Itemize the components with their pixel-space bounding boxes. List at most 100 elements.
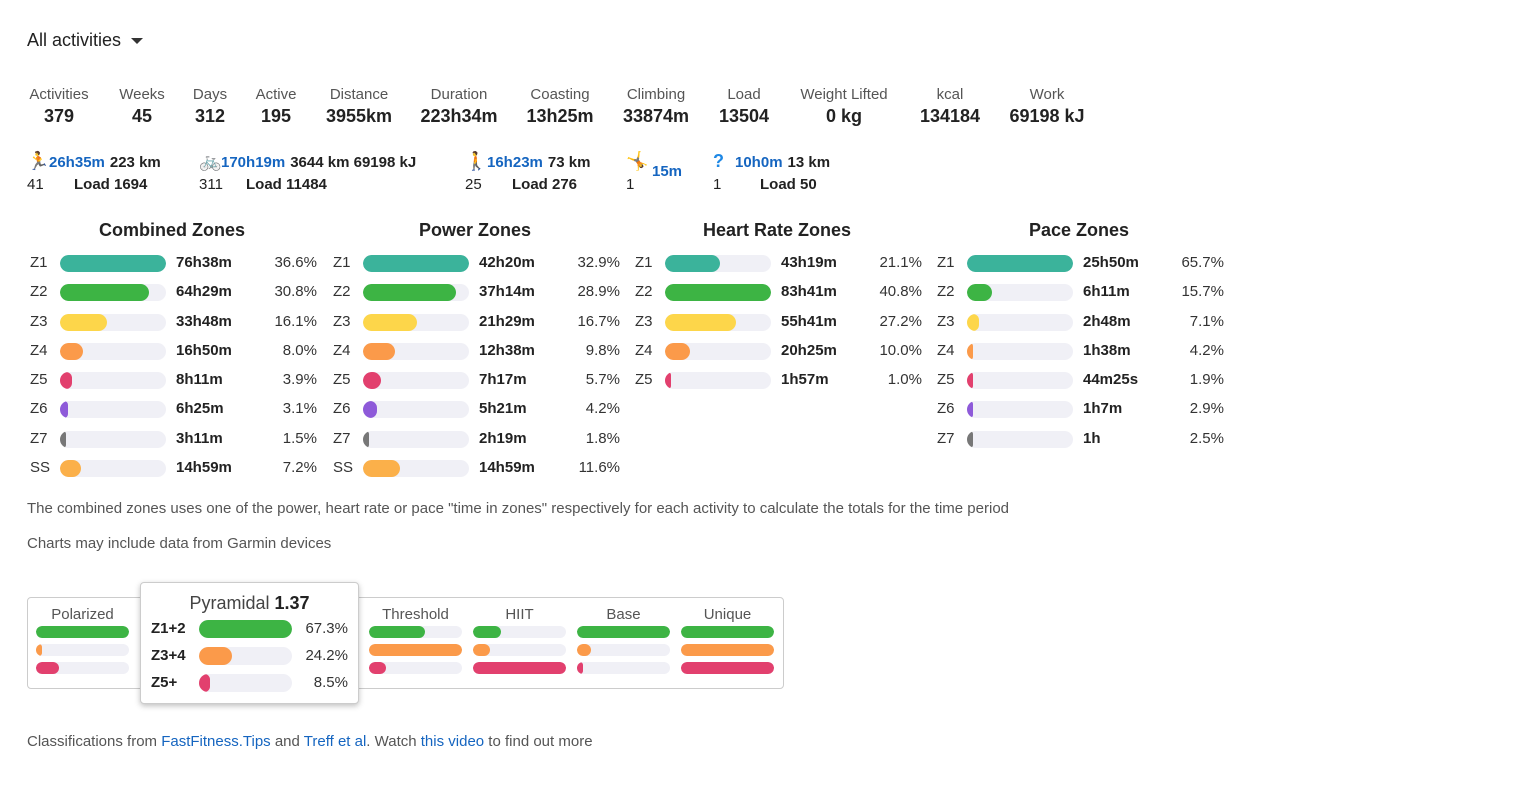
zone-bar (60, 313, 166, 331)
classification-bar-fill (681, 662, 774, 674)
classification-bar (681, 662, 774, 674)
walk-icon: 🚶 (465, 151, 488, 171)
zone-bar-fill (60, 284, 150, 302)
zone-row: Z7 2h19m 1.8% (330, 430, 620, 459)
stat-climbing: Climbing 33874m (623, 86, 689, 127)
treff-link[interactable]: Treff et al (303, 733, 367, 750)
zone-time: 5h21m (479, 400, 527, 418)
stat-label: Activities (29, 86, 89, 103)
zone-row: Z2 83h41m 40.8% (632, 283, 922, 312)
zone-time: 20h25m (781, 341, 837, 359)
sport-summary[interactable]: 🚶16h23m 73 km 25 Load 276 (465, 151, 590, 193)
video-link[interactable]: this video (420, 733, 485, 750)
zone-bar (60, 255, 166, 272)
chevron-down-icon (131, 38, 144, 45)
classification-unique[interactable]: Unique (681, 606, 774, 680)
zone-time: 16h50m (176, 341, 232, 359)
classification-threshold[interactable]: Threshold (369, 606, 462, 680)
zone-time: 14h59m (479, 459, 535, 477)
zone-label: Z7 (30, 429, 48, 447)
classification-bar (369, 662, 462, 674)
zone-panel-heart-rate-zones: Heart Rate Zones Z1 43h19m 21.1% Z2 83h41m 40.… (632, 219, 922, 400)
bike-icon: 🚲 (199, 151, 222, 171)
stat-label: Load (727, 86, 761, 103)
sport-summary[interactable]: 🏃26h35m 223 km 41 Load 1694 (27, 151, 161, 193)
zone-time: 33h48m (176, 312, 232, 330)
zone-time: 42h20m (479, 254, 535, 271)
zone-label: Z1 (30, 254, 48, 271)
zone-bar (60, 401, 166, 419)
zone-bar-fill (363, 372, 382, 390)
zone-row: Z3 55h41m 27.2% (632, 313, 922, 342)
zone-bar (60, 372, 166, 390)
stat-activities: Activities 379 (29, 86, 88, 127)
zone-percent: 65.7% (1181, 254, 1224, 271)
stat-load: Load 13504 (719, 86, 769, 127)
zone-row: Z1 76h38m 36.6% (27, 254, 317, 283)
zone-time: 1h7m (1083, 400, 1123, 418)
zone-bar-fill (967, 255, 1073, 272)
zone-label: Z6 (937, 400, 955, 418)
sport-summary[interactable]: ? 10h0m 13 km 1 Load 50 (713, 151, 830, 193)
zone-row: Z2 37h14m 28.9% (330, 283, 620, 312)
classification-polarized[interactable]: Polarized (36, 606, 129, 680)
zone-label: Z4 (937, 341, 955, 359)
zone-bar-fill (60, 401, 69, 419)
classification-bar (577, 626, 670, 638)
zone-row: Z5 1h57m 1.0% (632, 371, 922, 400)
zone-row: Z1 42h20m 32.9% (330, 254, 620, 283)
zone-label: Z4 (635, 341, 653, 359)
zone-time: 55h41m (781, 312, 837, 330)
sport-summary[interactable]: 🤸 15m 1 (626, 151, 682, 193)
zone-panel-title: Pace Zones (1028, 220, 1130, 240)
classification-bar (681, 644, 774, 656)
zone-row: Z6 6h25m 3.1% (27, 400, 317, 429)
sport-summary[interactable]: 🚲170h19m 3644 km 69198 kJ 311 Load 11484 (199, 151, 416, 193)
zone-label: Z5 (30, 371, 48, 389)
classification-bar-fill (577, 662, 583, 674)
zone-percent: 15.7% (1181, 283, 1224, 301)
zone-time: 3h11m (176, 429, 223, 447)
zone-bar (60, 460, 166, 478)
tooltip-bar-fill (199, 620, 292, 638)
tooltip-bar (199, 674, 292, 692)
classification-bar (577, 662, 670, 674)
zone-panel-pace-zones: Pace Zones Z1 25h50m 65.7% Z2 6h11m 15.7% Z3 2h4… (934, 219, 1224, 459)
tooltip-percent: 8.5% (313, 674, 348, 691)
zone-percent: 1.0% (887, 371, 922, 389)
zone-row: Z2 6h11m 15.7% (934, 283, 1224, 312)
stat-value: 134184 (919, 106, 981, 126)
zone-bar (60, 430, 166, 448)
zone-rows: Z1 25h50m 65.7% Z2 6h11m 15.7% Z3 2h48m 7.1% Z4 1h… (934, 254, 1224, 459)
zone-label: Z2 (30, 283, 48, 301)
classification-name: HIIT (505, 606, 534, 623)
classification-base[interactable]: Base (577, 606, 670, 680)
zone-time: 44m25s (1083, 371, 1139, 389)
zone-percent: 7.1% (1189, 312, 1224, 330)
classification-bar-fill (369, 626, 425, 638)
zone-row: SS 14h59m 7.2% (27, 459, 317, 488)
zone-percent: 3.1% (282, 400, 317, 418)
zone-percent: 7.2% (282, 459, 317, 477)
sport-line-1: ? 10h0m 13 km (713, 151, 830, 172)
tooltip-zone: Z3+4 (151, 647, 186, 664)
classification-bar-fill (681, 626, 774, 638)
classification-hiit[interactable]: HIIT (473, 606, 566, 680)
stat-value: 69198 kJ (1009, 106, 1085, 126)
zone-label: Z5 (333, 371, 351, 389)
footer-text: . Watch (366, 733, 421, 750)
sport-line-2: 311 Load 11484 (199, 176, 416, 193)
fastfitness-link[interactable]: FastFitness.Tips (161, 733, 271, 750)
sport-load: Load 50 (760, 176, 817, 193)
zone-bar (967, 372, 1073, 390)
stat-label: Active (255, 86, 297, 103)
stat-label: Days (192, 86, 228, 103)
stat-days: Days 312 (193, 86, 227, 127)
classification-bar-fill (36, 644, 42, 656)
activity-filter-dropdown[interactable]: All activities (27, 30, 144, 51)
zone-row: Z2 64h29m 30.8% (27, 283, 317, 312)
stat-active: Active 195 (256, 86, 297, 127)
zone-panel-combined-zones: Combined Zones Z1 76h38m 36.6% Z2 64h29m 30.8%… (27, 219, 317, 488)
zone-label: Z5 (937, 371, 955, 389)
zone-label: Z1 (635, 254, 653, 271)
